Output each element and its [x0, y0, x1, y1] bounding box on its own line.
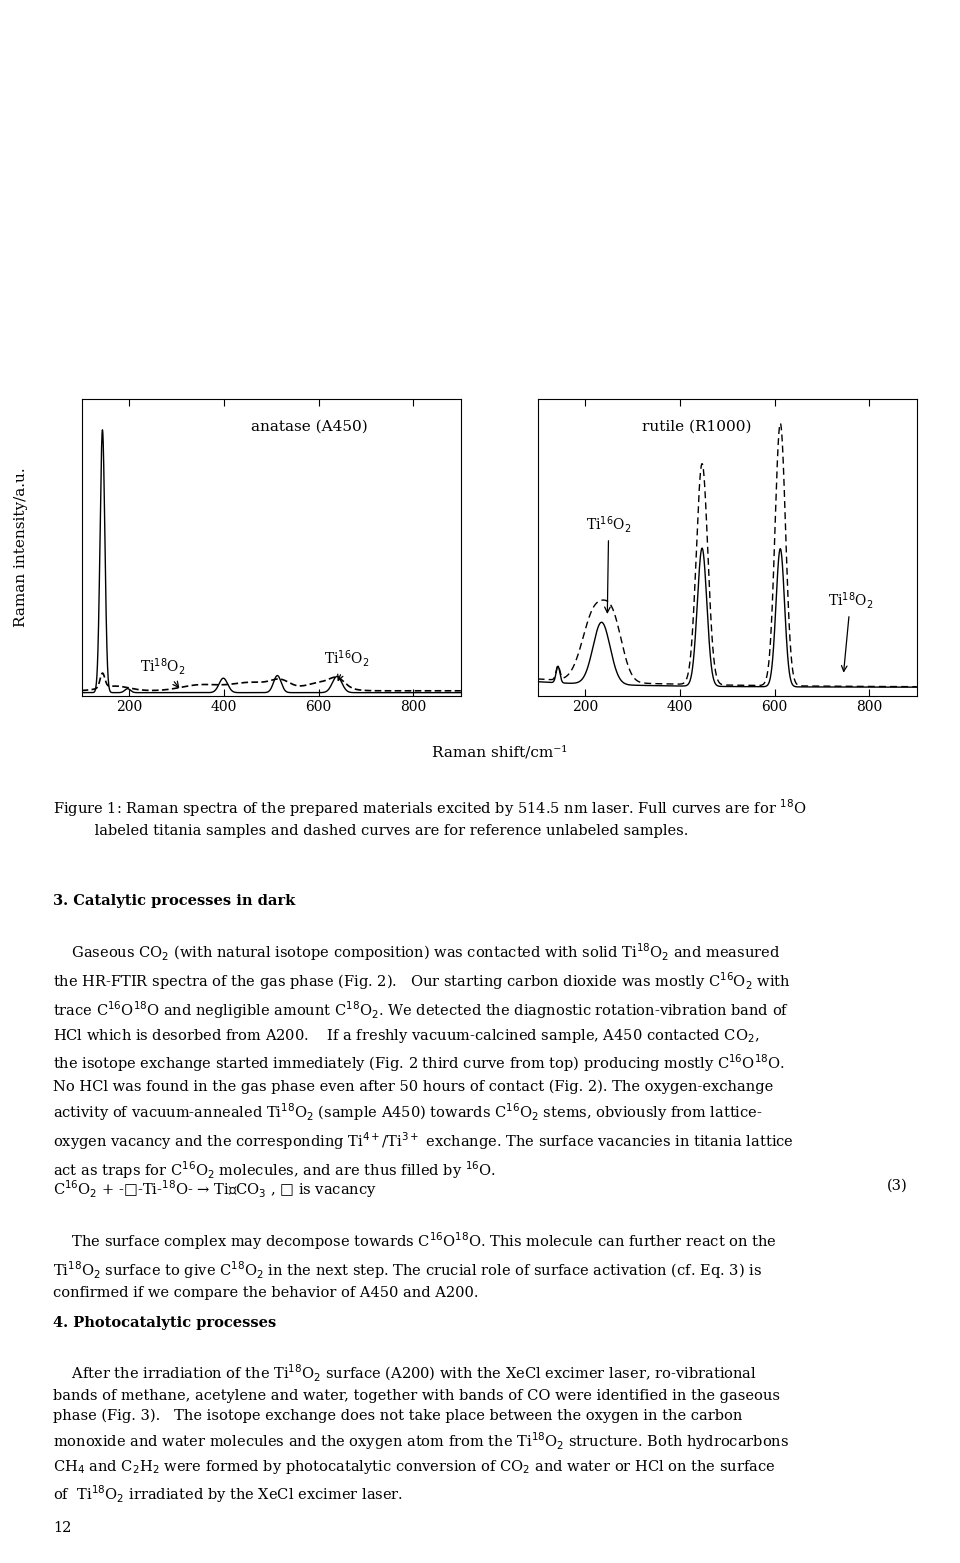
Text: Raman intensity/a.u.: Raman intensity/a.u. — [14, 467, 28, 627]
Text: Figure 1: Raman spectra of the prepared materials excited by 514.5 nm laser. Ful: Figure 1: Raman spectra of the prepared … — [53, 797, 806, 838]
Text: Ti$^{18}$O$_2$: Ti$^{18}$O$_2$ — [828, 591, 873, 672]
Text: 4. Photocatalytic processes: 4. Photocatalytic processes — [53, 1316, 276, 1330]
Text: Gaseous CO$_2$ (with natural isotope composition) was contacted with solid Ti$^{: Gaseous CO$_2$ (with natural isotope com… — [53, 941, 794, 1182]
Text: C$^{16}$O$_2$ + -□-Ti-$^{18}$O- → Ti⋯CO$_3$ , □ is vacancy: C$^{16}$O$_2$ + -□-Ti-$^{18}$O- → Ti⋯CO$… — [53, 1179, 376, 1200]
Text: After the irradiation of the Ti$^{18}$O$_2$ surface (A200) with the XeCl excimer: After the irradiation of the Ti$^{18}$O$… — [53, 1363, 789, 1505]
Text: anatase (A450): anatase (A450) — [251, 419, 368, 433]
Text: Ti$^{18}$O$_2$: Ti$^{18}$O$_2$ — [139, 656, 185, 688]
Text: Ti$^{16}$O$_2$: Ti$^{16}$O$_2$ — [324, 649, 370, 680]
Text: Ti$^{16}$O$_2$: Ti$^{16}$O$_2$ — [586, 514, 632, 613]
Text: (3): (3) — [886, 1179, 907, 1193]
Text: 12: 12 — [53, 1521, 71, 1535]
Text: The surface complex may decompose towards C$^{16}$O$^{18}$O. This molecule can f: The surface complex may decompose toward… — [53, 1230, 777, 1300]
Text: Raman shift/cm⁻¹: Raman shift/cm⁻¹ — [431, 746, 567, 760]
Text: 3. Catalytic processes in dark: 3. Catalytic processes in dark — [53, 894, 295, 908]
Text: rutile (R1000): rutile (R1000) — [642, 419, 752, 433]
